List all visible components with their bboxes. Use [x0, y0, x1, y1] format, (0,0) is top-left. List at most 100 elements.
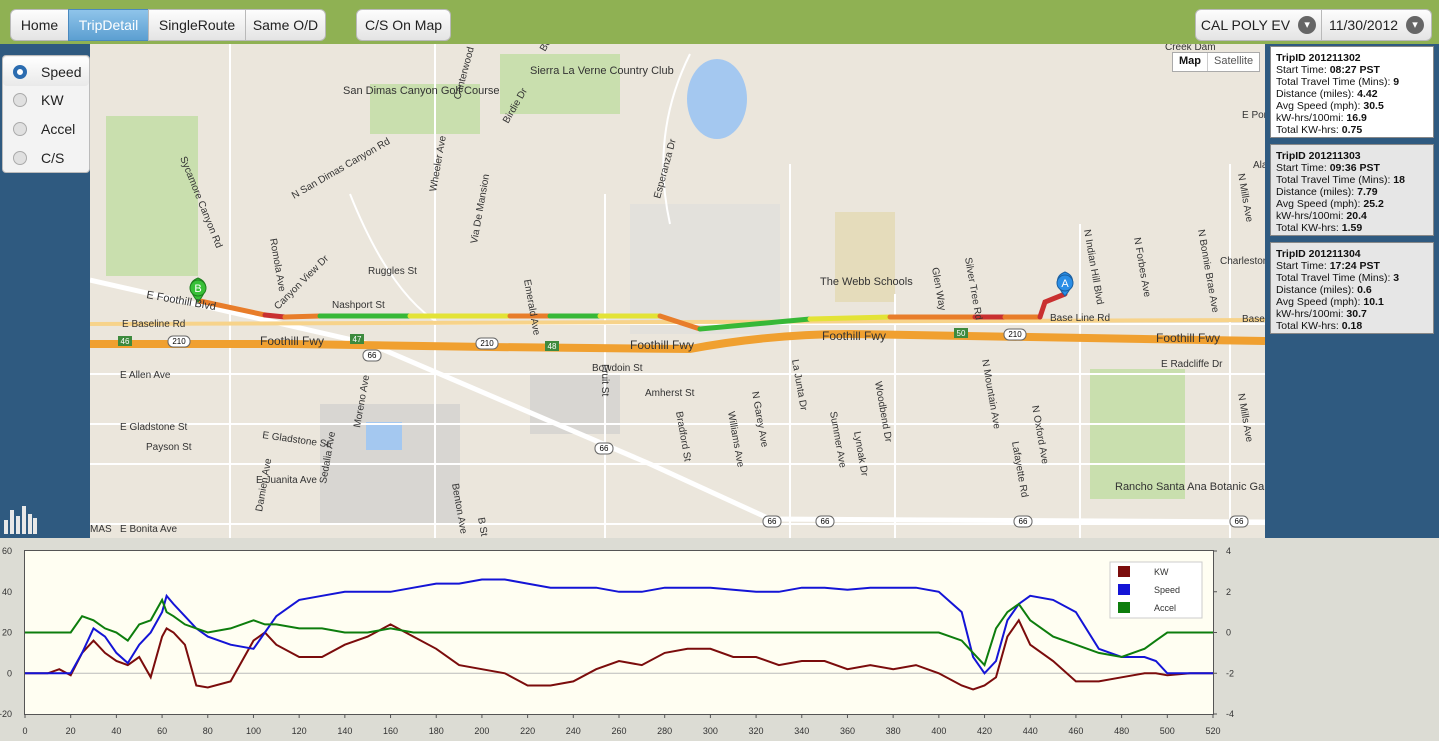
bar-chart-icon[interactable] [0, 502, 40, 536]
svg-text:66: 66 [1019, 517, 1028, 526]
map-canvas: A B 210 210 210 66 66 66 66 66 66 46 47 … [90, 44, 1265, 538]
svg-text:Base Line Rd: Base Line Rd [1050, 313, 1110, 324]
marker-b-icon[interactable] [189, 277, 207, 303]
trip-kwh: Total KW-hrs: 0.18 [1276, 320, 1363, 332]
trip-card[interactable]: TripID 201211303 Start Time: 09:36 PST Tot… [1270, 144, 1434, 236]
date-select[interactable]: 11/30/2012 ▾ [1321, 9, 1432, 41]
svg-text:66: 66 [600, 444, 609, 453]
cs-on-map-button[interactable]: C/S On Map [356, 9, 451, 41]
svg-text:E Juanita Ave: E Juanita Ave [256, 475, 317, 486]
svg-text:47: 47 [353, 335, 362, 344]
school-area [835, 212, 895, 302]
svg-text:Bogie: Bogie [538, 44, 561, 54]
svg-text:Williams Ave: Williams Ave [725, 411, 746, 469]
radio-speed-label: Speed [41, 63, 82, 80]
park-area [1090, 369, 1185, 499]
vehicle-select-value: CAL POLY EV [1200, 17, 1291, 33]
trip-card[interactable]: TripID 201211302 Start Time: 08:27 PST Tot… [1270, 46, 1434, 138]
date-select-value: 11/30/2012 [1328, 17, 1399, 33]
trip-chart [24, 550, 1214, 715]
trip-speed: Avg Speed (mph): 10.1 [1276, 296, 1384, 308]
svg-text:E Gladstone St: E Gladstone St [120, 422, 187, 433]
radio-kw[interactable]: KW [3, 85, 89, 114]
home-button[interactable]: Home [10, 9, 69, 41]
svg-text:Bowdoin St: Bowdoin St [592, 363, 643, 374]
map-type-map-button[interactable]: Map [1179, 55, 1201, 67]
svg-text:Creek Dam: Creek Dam [1165, 44, 1216, 53]
svg-text:46: 46 [121, 337, 130, 346]
svg-text:Rancho Santa Ana Botanic Garde: Rancho Santa Ana Botanic Garden [1115, 481, 1265, 493]
svg-text:Foothill Fwy: Foothill Fwy [1156, 331, 1220, 345]
svg-text:N Oxford Ave: N Oxford Ave [1029, 405, 1050, 466]
svg-text:E Radcliffe Dr: E Radcliffe Dr [1161, 359, 1223, 370]
marker-b-label: B [194, 283, 201, 295]
trip-distance: Distance (miles): 0.6 [1276, 284, 1372, 296]
svg-text:Foothill Fwy: Foothill Fwy [630, 338, 694, 352]
svg-text:50: 50 [957, 329, 966, 338]
svg-text:66: 66 [1235, 517, 1244, 526]
trip-kwh100: kW-hrs/100mi: 16.9 [1276, 112, 1367, 124]
mode-radio-group: Speed KW Accel C/S [2, 55, 90, 173]
chevron-down-icon: ▾ [1298, 16, 1317, 34]
tripdetail-button[interactable]: TripDetail [68, 9, 149, 41]
svg-text:N Mountain Ave: N Mountain Ave [979, 359, 1002, 431]
radio-cs[interactable]: C/S [3, 143, 89, 172]
svg-text:Bradford St: Bradford St [673, 411, 693, 463]
trip-travel: Total Travel Time (Mins): 18 [1276, 174, 1405, 186]
radio-empty-icon [13, 121, 27, 136]
svg-text:Charleston: Charleston [1220, 256, 1265, 267]
svg-text:Lafayette Rd: Lafayette Rd [1009, 441, 1030, 499]
highway-shields: 210 210 210 66 66 66 66 66 66 46 47 48 5… [118, 328, 1249, 528]
svg-text:E Foothill Blvd: E Foothill Blvd [145, 289, 216, 313]
vehicle-select[interactable]: CAL POLY EV ▾ [1195, 9, 1322, 41]
top-toolbar: Home TripDetail SingleRoute Same O/D C/S… [0, 0, 1439, 44]
svg-text:N San Dimas Canyon Rd: N San Dimas Canyon Rd [290, 136, 392, 201]
same-od-button[interactable]: Same O/D [245, 9, 326, 41]
marker-a-icon[interactable] [1056, 271, 1074, 297]
svg-text:66: 66 [821, 517, 830, 526]
trip-kwh100: kW-hrs/100mi: 30.7 [1276, 308, 1367, 320]
trip-id: TripID 201211302 [1276, 52, 1361, 64]
foothill-fwy [90, 329, 1265, 354]
svg-text:Silver Tree Rd: Silver Tree Rd [962, 257, 984, 321]
svg-text:48: 48 [548, 342, 557, 351]
trip-card[interactable]: TripID 201211304 Start Time: 17:24 PST Tot… [1270, 242, 1434, 334]
svg-text:B St: B St [475, 517, 489, 538]
svg-text:Sierra La Verne Country Club: Sierra La Verne Country Club [530, 65, 674, 77]
marker-a-label: A [1061, 278, 1069, 290]
svg-text:Glen Way: Glen Way [929, 267, 947, 312]
radio-selected-icon [13, 64, 27, 79]
svg-text:MAS: MAS [90, 524, 112, 535]
trip-distance: Distance (miles): 7.79 [1276, 186, 1378, 198]
svg-text:E Baseline Rd: E Baseline Rd [122, 319, 185, 330]
trip-id: TripID 201211304 [1276, 248, 1361, 260]
svg-text:E Allen Ave: E Allen Ave [120, 370, 171, 381]
svg-text:N Mills Ave: N Mills Ave [1235, 173, 1254, 224]
radio-speed[interactable]: Speed [3, 57, 89, 86]
svg-text:La Junta Dr: La Junta Dr [789, 359, 809, 412]
trip-speed: Avg Speed (mph): 30.5 [1276, 100, 1384, 112]
svg-text:E Bonita Ave: E Bonita Ave [120, 524, 178, 535]
trip-kwh100: kW-hrs/100mi: 20.4 [1276, 210, 1367, 222]
svg-text:E Pome: E Pome [1242, 110, 1265, 121]
svg-text:Foothill Fwy: Foothill Fwy [822, 329, 886, 343]
trip-start: Start Time: 08:27 PST [1276, 64, 1380, 76]
svg-text:Fruit St: Fruit St [599, 364, 610, 396]
trip-start: Start Time: 09:36 PST [1276, 162, 1380, 174]
trip-speed: Avg Speed (mph): 25.2 [1276, 198, 1384, 210]
svg-text:Romola Ave: Romola Ave [267, 238, 287, 293]
radio-accel[interactable]: Accel [3, 114, 89, 143]
trip-kwh: Total KW-hrs: 0.75 [1276, 124, 1363, 136]
trip-id: TripID 201211303 [1276, 150, 1361, 162]
trip-start: Start Time: 17:24 PST [1276, 260, 1380, 272]
route-map[interactable]: A B 210 210 210 66 66 66 66 66 66 46 47 … [90, 44, 1265, 538]
trip-travel: Total Travel Time (Mins): 9 [1276, 76, 1400, 88]
svg-text:66: 66 [768, 517, 777, 526]
svg-text:Payson St: Payson St [146, 442, 192, 453]
svg-text:Foothill Fwy: Foothill Fwy [260, 334, 324, 348]
trip-kwh: Total KW-hrs: 1.59 [1276, 222, 1363, 234]
map-type-satellite-button[interactable]: Satellite [1207, 53, 1259, 71]
svg-text:N Bonnie Brae Ave: N Bonnie Brae Ave [1195, 229, 1221, 314]
singleroute-button[interactable]: SingleRoute [148, 9, 246, 41]
svg-text:Nashport St: Nashport St [332, 300, 385, 311]
